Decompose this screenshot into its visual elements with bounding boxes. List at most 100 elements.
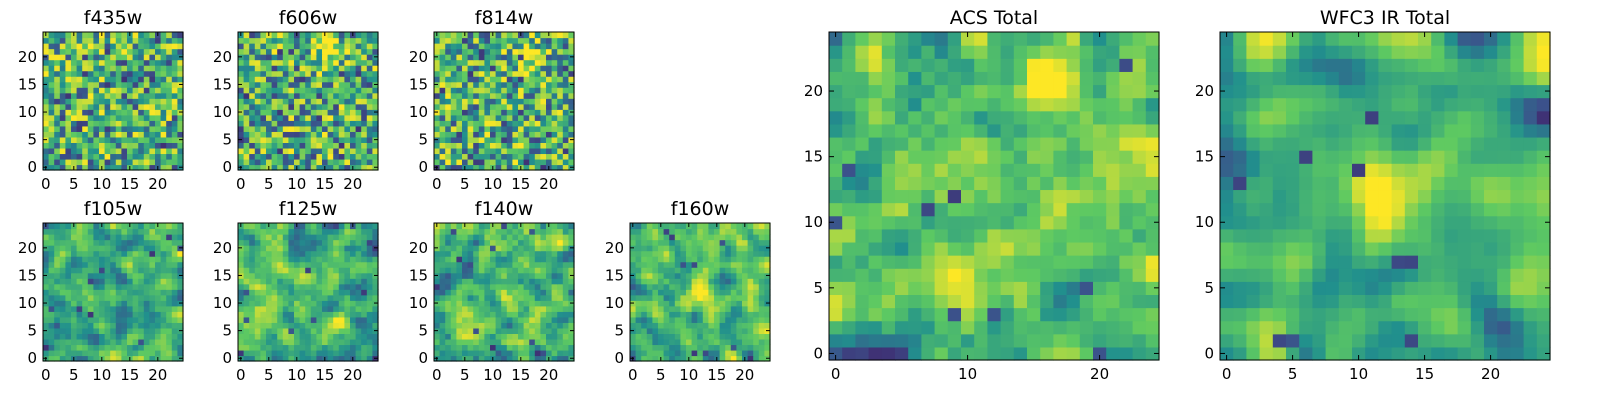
- heatmap-cell: [686, 239, 693, 246]
- heatmap-cell: [344, 87, 351, 94]
- heatmap-cell: [333, 125, 340, 132]
- heatmap-cell: [495, 311, 502, 318]
- heatmap-cell: [355, 305, 362, 312]
- heatmap-cell: [641, 267, 648, 274]
- heatmap-cell: [366, 228, 373, 235]
- heatmap-cell: [138, 136, 145, 143]
- panel-title: f105w: [84, 198, 143, 220]
- heatmap-cell: [445, 32, 452, 39]
- heatmap-cell: [271, 70, 278, 77]
- heatmap-cell: [238, 333, 245, 340]
- heatmap-cell: [82, 81, 89, 88]
- heatmap-cell: [59, 327, 66, 334]
- heatmap-cell: [149, 136, 156, 143]
- heatmap-cell: [974, 333, 988, 348]
- heatmap-cell: [82, 54, 89, 61]
- heatmap-cell: [1027, 176, 1041, 191]
- heatmap-cell: [282, 98, 289, 105]
- heatmap-cell: [540, 289, 547, 296]
- heatmap-cell: [177, 87, 184, 94]
- heatmap-cell: [166, 153, 173, 160]
- heatmap-cell: [260, 164, 267, 171]
- heatmap-cell: [82, 338, 89, 346]
- heatmap-cell: [630, 349, 637, 357]
- heatmap-cell: [243, 114, 250, 121]
- heatmap-cell: [529, 136, 536, 143]
- heatmap-cell: [551, 355, 558, 362]
- heatmap-cell: [495, 48, 502, 55]
- heatmap-cell: [299, 43, 306, 50]
- heatmap-cell: [115, 305, 122, 312]
- heatmap-cell: [288, 136, 295, 143]
- heatmap-cell: [366, 54, 373, 61]
- heatmap-cell: [338, 70, 345, 77]
- heatmap-cell: [71, 311, 78, 318]
- heatmap-cell: [355, 92, 362, 99]
- heatmap-cell: [908, 346, 922, 361]
- heatmap-cell: [529, 59, 536, 66]
- heatmap-cell: [249, 158, 256, 166]
- heatmap-cell: [1093, 255, 1107, 269]
- heatmap-cell: [534, 125, 541, 132]
- heatmap-cell: [132, 272, 139, 279]
- heatmap-cell: [753, 338, 760, 346]
- heatmap-cell: [462, 333, 469, 340]
- y-tick-label: 15: [409, 266, 428, 284]
- heatmap-cell: [327, 256, 334, 263]
- heatmap-cell: [534, 147, 541, 155]
- heatmap-cell: [467, 267, 474, 274]
- heatmap-cell: [54, 59, 61, 66]
- heatmap-cell: [344, 147, 351, 155]
- heatmap-cell: [462, 142, 469, 149]
- heatmap-cell: [686, 261, 693, 268]
- heatmap-cell: [166, 120, 173, 127]
- heatmap-cell: [254, 125, 261, 132]
- heatmap-cell: [456, 311, 463, 318]
- heatmap-cell: [467, 54, 474, 61]
- heatmap-cell: [271, 322, 278, 329]
- heatmap-cell: [59, 98, 66, 105]
- heatmap-cell: [372, 228, 379, 235]
- heatmap-cell: [327, 59, 334, 66]
- heatmap-cell: [473, 65, 480, 72]
- heatmap-cell: [652, 250, 659, 257]
- heatmap-cell: [450, 223, 457, 230]
- heatmap-cell: [288, 103, 295, 110]
- heatmap-cell: [439, 234, 446, 241]
- heatmap-cell: [138, 267, 145, 274]
- heatmap-cell: [714, 305, 721, 312]
- heatmap-cell: [557, 338, 564, 346]
- heatmap-cell: [540, 142, 547, 149]
- heatmap-cell: [490, 234, 497, 241]
- heatmap-cell: [652, 305, 659, 312]
- heatmap-cell: [462, 131, 469, 138]
- heatmap-cell: [1013, 281, 1028, 295]
- heatmap-cell: [115, 333, 122, 340]
- heatmap-cell: [652, 272, 659, 279]
- heatmap-cell: [277, 338, 284, 346]
- heatmap-cell: [65, 164, 72, 171]
- heatmap-cell: [506, 294, 513, 301]
- heatmap-cell: [484, 48, 491, 55]
- heatmap-cell: [529, 114, 536, 121]
- heatmap-cell: [48, 98, 55, 105]
- heatmap-cell: [305, 311, 312, 318]
- heatmap-cell: [266, 305, 273, 312]
- heatmap-cell: [350, 250, 357, 257]
- heatmap-cell: [534, 98, 541, 105]
- heatmap-cell: [355, 131, 362, 138]
- heatmap-cell: [54, 164, 61, 171]
- heatmap-cell: [829, 176, 843, 191]
- heatmap-cell: [366, 250, 373, 257]
- heatmap-cell: [127, 338, 134, 346]
- heatmap-cell: [934, 241, 949, 256]
- heatmap-cell: [177, 120, 184, 127]
- heatmap-cell: [730, 344, 737, 351]
- heatmap-cell: [344, 283, 351, 290]
- heatmap-cell: [1000, 294, 1015, 309]
- heatmap-cell: [546, 142, 553, 149]
- heatmap-cell: [288, 228, 295, 235]
- heatmap-cell: [288, 300, 295, 307]
- heatmap-cell: [708, 294, 715, 301]
- heatmap-cell: [177, 125, 184, 132]
